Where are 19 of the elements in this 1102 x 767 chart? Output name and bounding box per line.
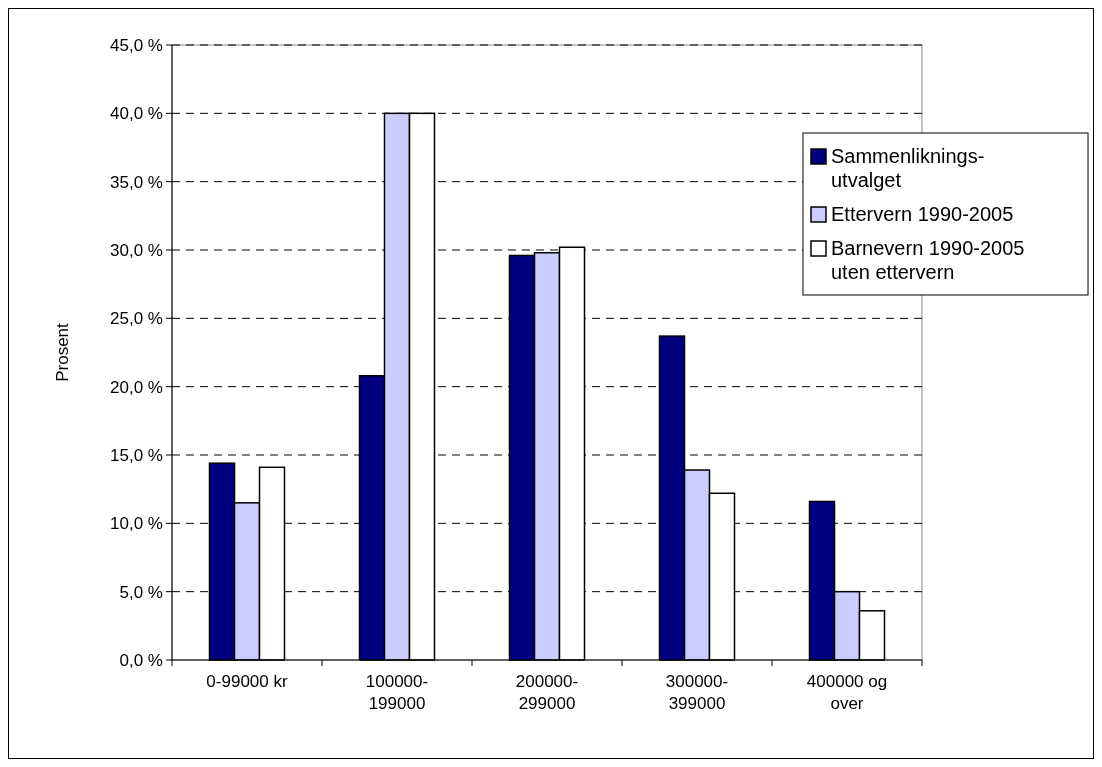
x-tick-label: 300000-399000 xyxy=(665,672,729,713)
y-tick-label: 20,0 % xyxy=(110,377,163,397)
x-tick-label: 0-99000 kr xyxy=(206,672,288,691)
y-tick-label: 45,0 % xyxy=(110,35,163,55)
y-tick-label: 0,0 % xyxy=(119,650,163,670)
y-axis-title: Prosent xyxy=(53,322,72,382)
y-tick-label: 30,0 % xyxy=(110,240,163,260)
legend-label: Barnevern 1990-2005 uten ettervern xyxy=(831,237,1025,283)
y-tick-label: 40,0 % xyxy=(110,104,163,124)
y-tick-label: 25,0 % xyxy=(110,309,163,329)
x-tick-label: 200000-299000 xyxy=(515,672,579,713)
y-tick-label: 15,0 % xyxy=(110,445,163,465)
legend-label: Sammenliknings-utvalget xyxy=(831,145,985,191)
x-tick-label: 100000-199000 xyxy=(365,672,429,713)
legend-label: Ettervern 1990-2005 xyxy=(831,203,1014,225)
x-tick-label: 400000 og over xyxy=(806,672,888,713)
y-tick-label: 10,0 % xyxy=(110,514,163,534)
y-tick-label: 35,0 % xyxy=(110,172,163,192)
y-tick-label: 5,0 % xyxy=(119,582,163,602)
